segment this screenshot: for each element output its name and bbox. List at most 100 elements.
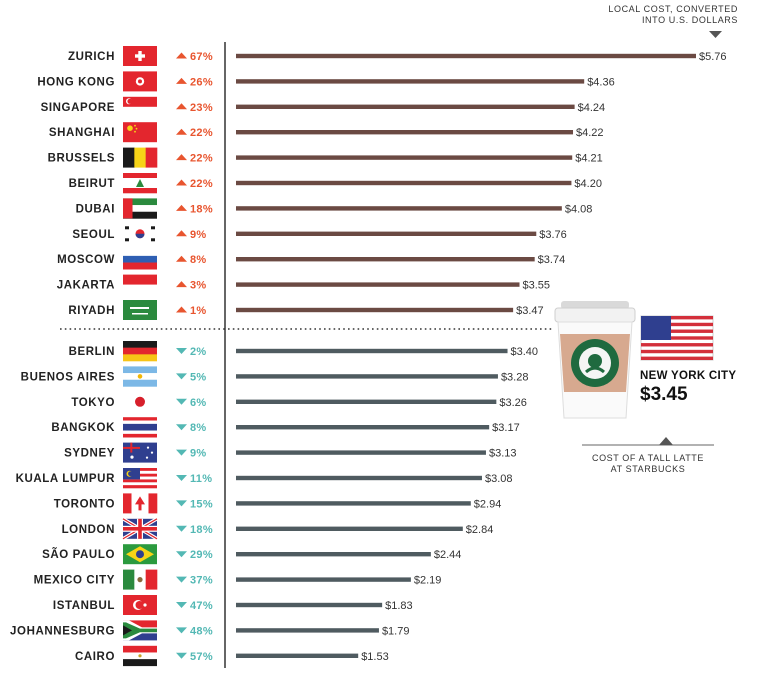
flag-trigram [125,226,129,230]
city-label: JAKARTA [57,280,115,292]
brazil-flag-icon [123,544,157,565]
arrow-up-icon [176,281,187,288]
value-label: $2.44 [434,549,462,561]
arrow-down-icon [176,398,187,405]
value-label: $1.83 [385,600,413,612]
city-label: ZURICH [68,51,115,63]
south-korea-flag-icon [123,223,157,244]
value-label: $4.21 [575,153,603,165]
flag-cross [135,54,145,58]
flag-stripe [123,255,157,263]
bar [236,257,535,262]
change-label: 57% [190,651,213,663]
bar [236,425,490,430]
flag-band [123,630,157,641]
south-africa-flag-icon [123,620,157,641]
baseline-note-line-2: AT STARBUCKS [611,464,686,474]
egypt-flag-icon [123,645,157,667]
flag-stripe [123,433,157,438]
flag-shape [134,124,136,127]
baseline-value: $3.45 [640,384,688,405]
city-label: RIYADH [68,305,115,317]
japan-flag-icon [123,391,157,412]
flag-shape [135,233,145,239]
flag-shape [127,125,133,131]
city-label: BRUSSELS [48,153,115,165]
change-label: 29% [190,549,213,561]
flag-stripe [123,420,157,425]
city-label: TORONTO [54,498,115,510]
arrow-up-icon [176,103,187,110]
city-label: KUALA LUMPUR [16,473,115,485]
value-label: $3.28 [501,371,529,383]
flag-script [130,307,149,309]
usa-flag-icon [640,315,714,361]
change-label: 18% [190,203,213,215]
bar [236,602,383,608]
flag-shape [137,577,143,583]
value-label: $2.94 [474,498,502,510]
value-note-line-1: LOCAL COST, CONVERTED [608,4,738,14]
uk-flag-icon [122,517,158,541]
flag-stripe [123,347,157,355]
city-label: DUBAI [76,203,115,215]
flag-shape [135,396,145,407]
flag-stripe [641,356,713,360]
change-label: 67% [190,51,213,63]
city-label: JOHANNESBURG [10,625,115,637]
change-label: 22% [190,153,213,165]
arrow-down-icon [176,652,187,659]
bar [236,450,486,455]
bar [236,374,498,379]
change-label: 8% [190,422,207,434]
change-label: 5% [190,371,207,383]
logo-siren [588,354,602,368]
city-label: MOSCOW [57,254,115,266]
lebanon-flag-icon [123,173,157,194]
flag-shape [135,496,145,511]
singapore-flag-icon [123,96,157,118]
city-label: SÃO PAULO [42,548,115,561]
flag-stripe [641,336,713,340]
flag-shape [145,456,149,459]
change-label: 3% [190,280,207,292]
value-label: $1.53 [361,651,389,663]
value-label: $3.76 [539,229,567,241]
turkey-flag-icon [123,595,157,615]
value-label: $4.20 [574,178,602,190]
city-label: SEOUL [72,229,115,241]
flag-shape [143,603,147,607]
city-label: BANGKOK [51,422,115,434]
arrow-up-icon [176,306,187,313]
bar [236,155,573,160]
city-label: BERLIN [69,346,115,358]
change-label: 37% [190,575,213,587]
arrow-down-icon [176,551,187,558]
hong-kong-flag-icon [123,71,157,92]
logo-siren-tails [585,366,605,374]
coffee-cup-illustration [554,301,636,419]
bar [236,526,463,531]
value-label: $1.79 [382,625,410,637]
flag-shape [150,451,154,454]
arrow-down-icon [176,449,187,456]
arrow-down-icon [176,525,187,532]
canada-flag-icon [123,493,158,514]
flag-stripe [134,147,146,168]
germany-flag-icon [123,341,157,362]
flag-shape [135,127,138,130]
flag-stripe [641,316,713,320]
change-label: 18% [190,524,213,536]
bar [236,53,696,59]
bar [236,130,574,135]
flag-trigram [125,238,129,242]
flag-stripe [123,485,157,489]
flag-stripe [123,430,157,435]
arrow-up-icon [176,204,187,211]
value-label: $4.22 [576,127,604,139]
flag-stripe [641,343,713,347]
change-label: 15% [190,498,213,510]
flag-stripe [641,322,713,327]
flag-stripe [123,341,157,348]
